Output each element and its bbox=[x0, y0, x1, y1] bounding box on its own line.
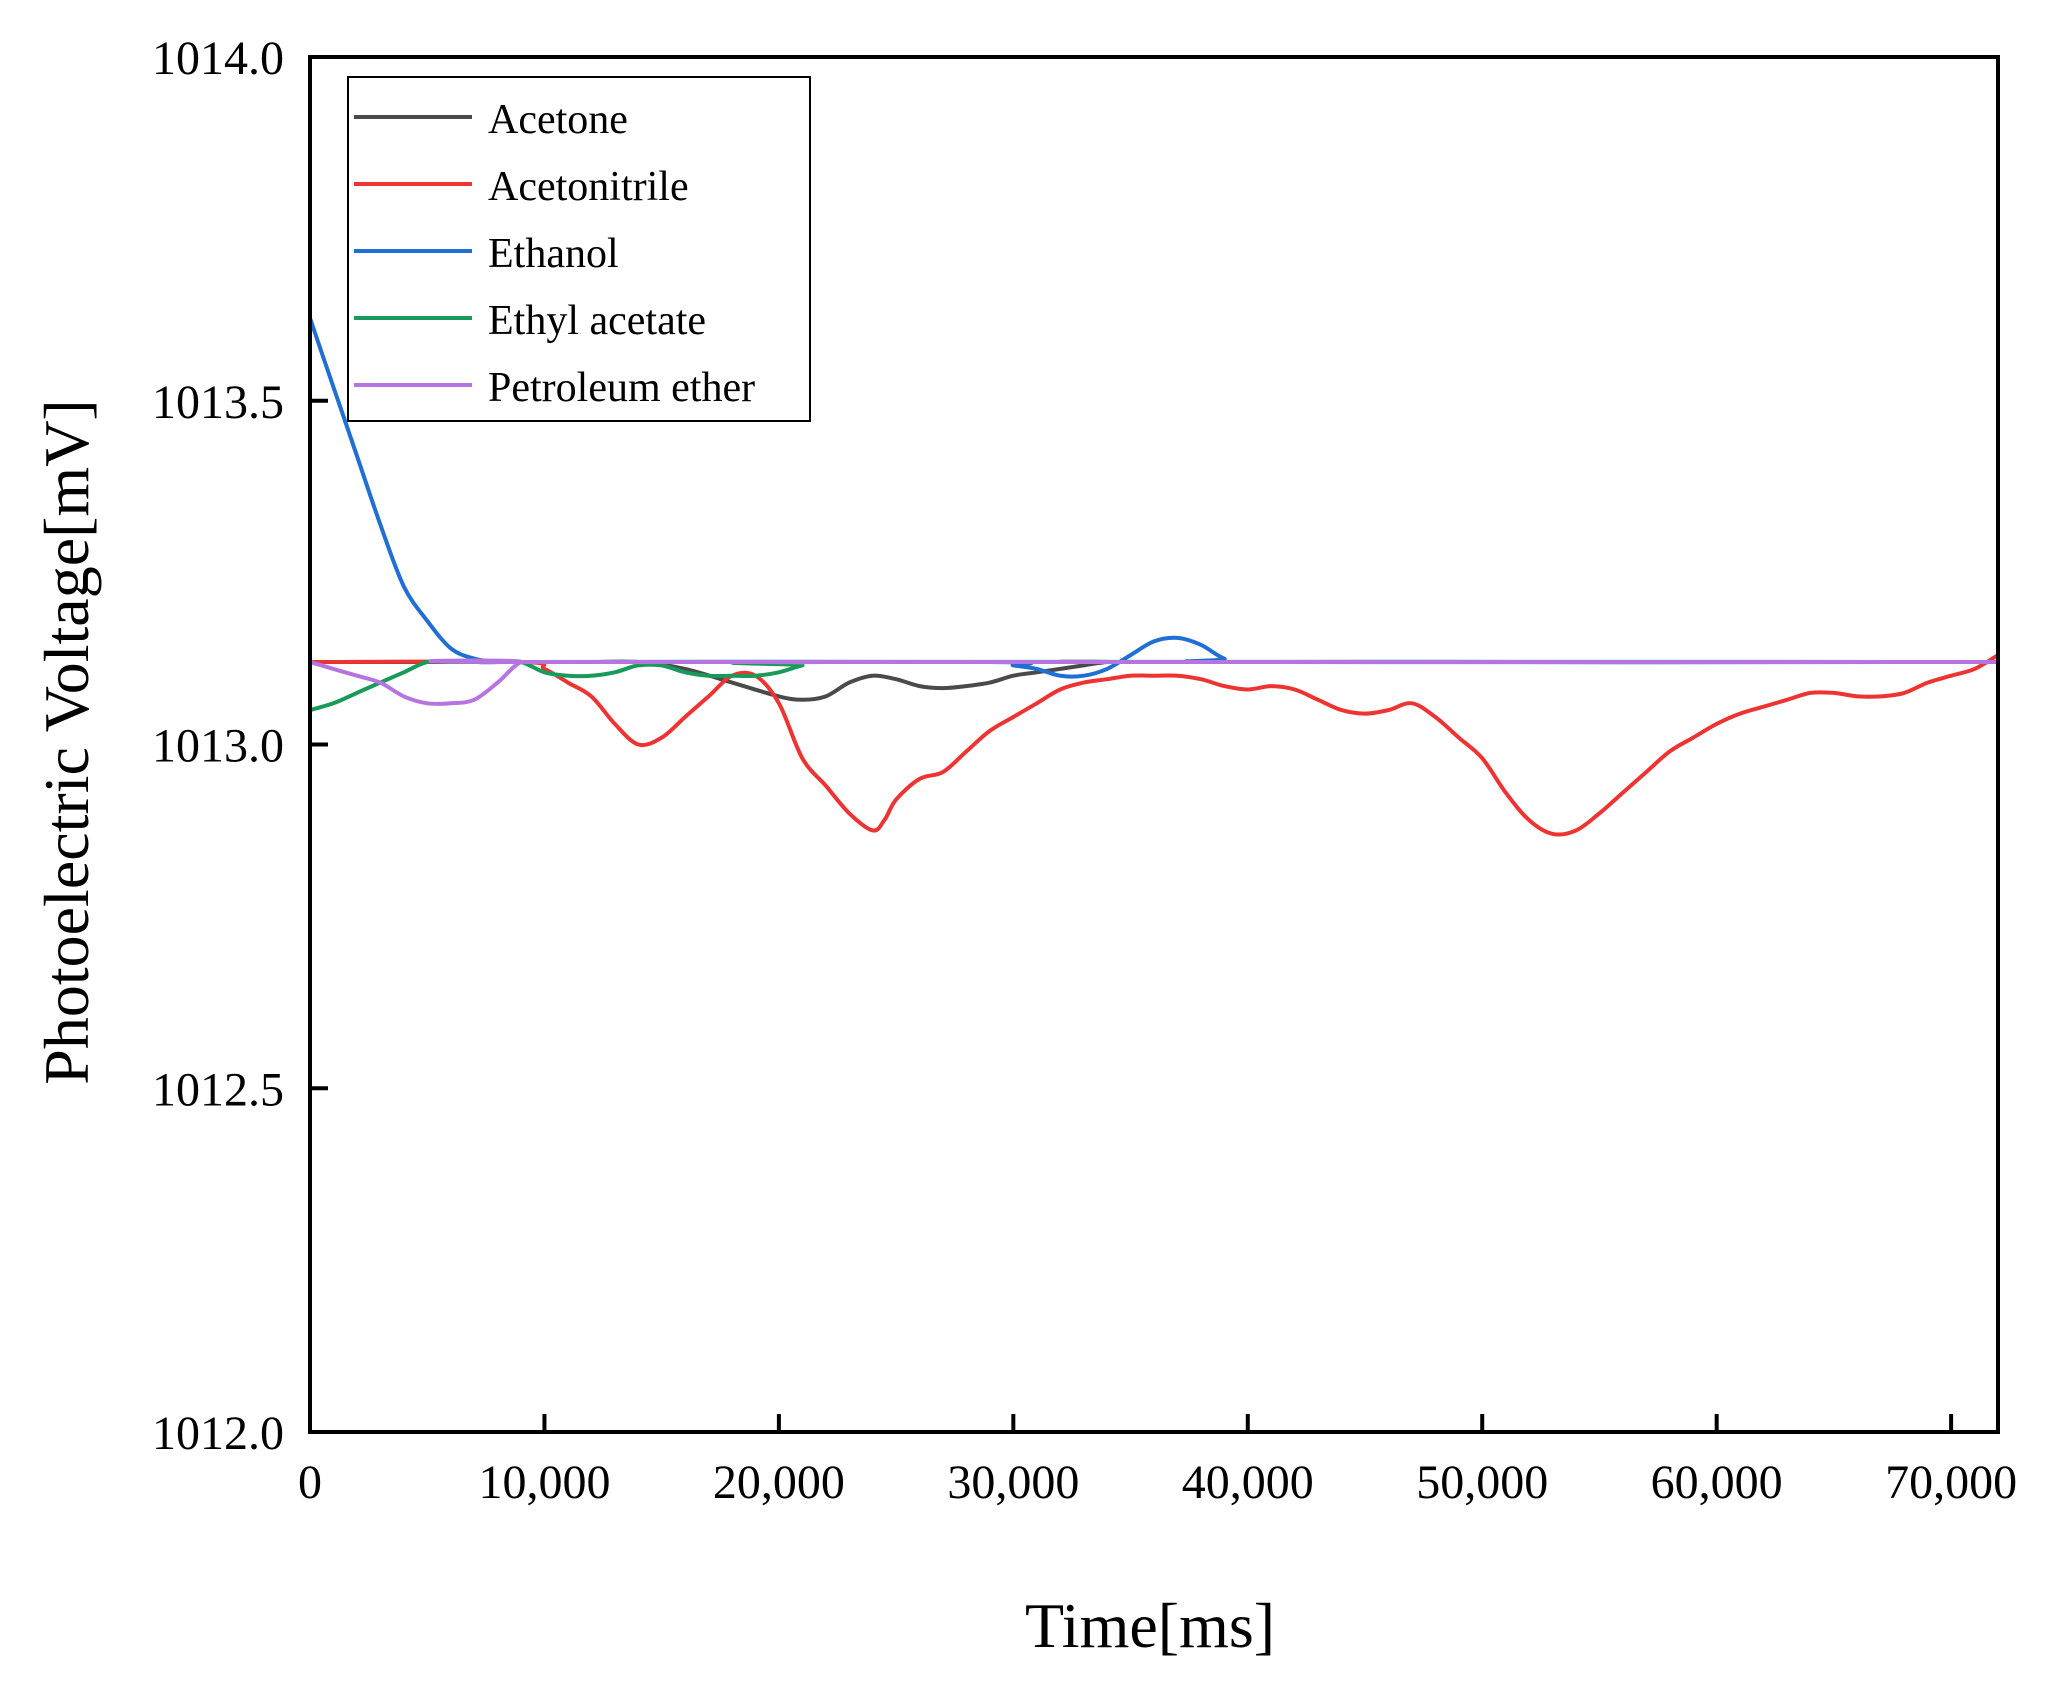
x-tick-label: 40,000 bbox=[1182, 1456, 1314, 1509]
y-tick-label: 1013.0 bbox=[152, 720, 284, 773]
y-tick-label: 1013.5 bbox=[152, 376, 284, 429]
legend: Acetone Acetonitrile Ethanol Ethyl acetate P… bbox=[347, 76, 811, 422]
x-tick-label: 60,000 bbox=[1651, 1456, 1783, 1509]
x-tick-label: 20,000 bbox=[713, 1456, 845, 1509]
x-tick-label: 30,000 bbox=[947, 1456, 1079, 1509]
x-tick-label: 50,000 bbox=[1416, 1456, 1548, 1509]
series-line-acetonitrile bbox=[310, 653, 1998, 837]
legend-label-acetonitrile: Acetonitrile bbox=[488, 164, 689, 210]
y-tick-label: 1014.0 bbox=[152, 32, 284, 85]
x-tick-label: 70,000 bbox=[1885, 1456, 2017, 1509]
y-tick-label: 1012.0 bbox=[152, 1407, 284, 1460]
series-line-ethyl-acetate bbox=[310, 659, 1998, 713]
series-layer bbox=[310, 316, 1998, 837]
series-line-petroleum-ether bbox=[310, 658, 1998, 706]
legend-label-ethyl-acetate: Ethyl acetate bbox=[488, 298, 706, 344]
x-tick-label: 0 bbox=[298, 1456, 322, 1509]
x-axis-title: Time[ms] bbox=[1025, 1590, 1275, 1661]
y-axis-title: Photoelectric Voltage[mV] bbox=[31, 399, 102, 1084]
x-tick-label: 10,000 bbox=[478, 1456, 610, 1509]
legend-label-petroleum-ether: Petroleum ether bbox=[488, 365, 755, 411]
axes-layer: 0 10,000 20,000 30,000 40,000 50,000 60,000 70,… bbox=[152, 32, 2017, 1509]
series-line-ethanol bbox=[310, 316, 1998, 679]
legend-label-ethanol: Ethanol bbox=[488, 231, 619, 277]
y-tick-label: 1012.5 bbox=[152, 1063, 284, 1116]
legend-label-acetone: Acetone bbox=[488, 97, 628, 143]
